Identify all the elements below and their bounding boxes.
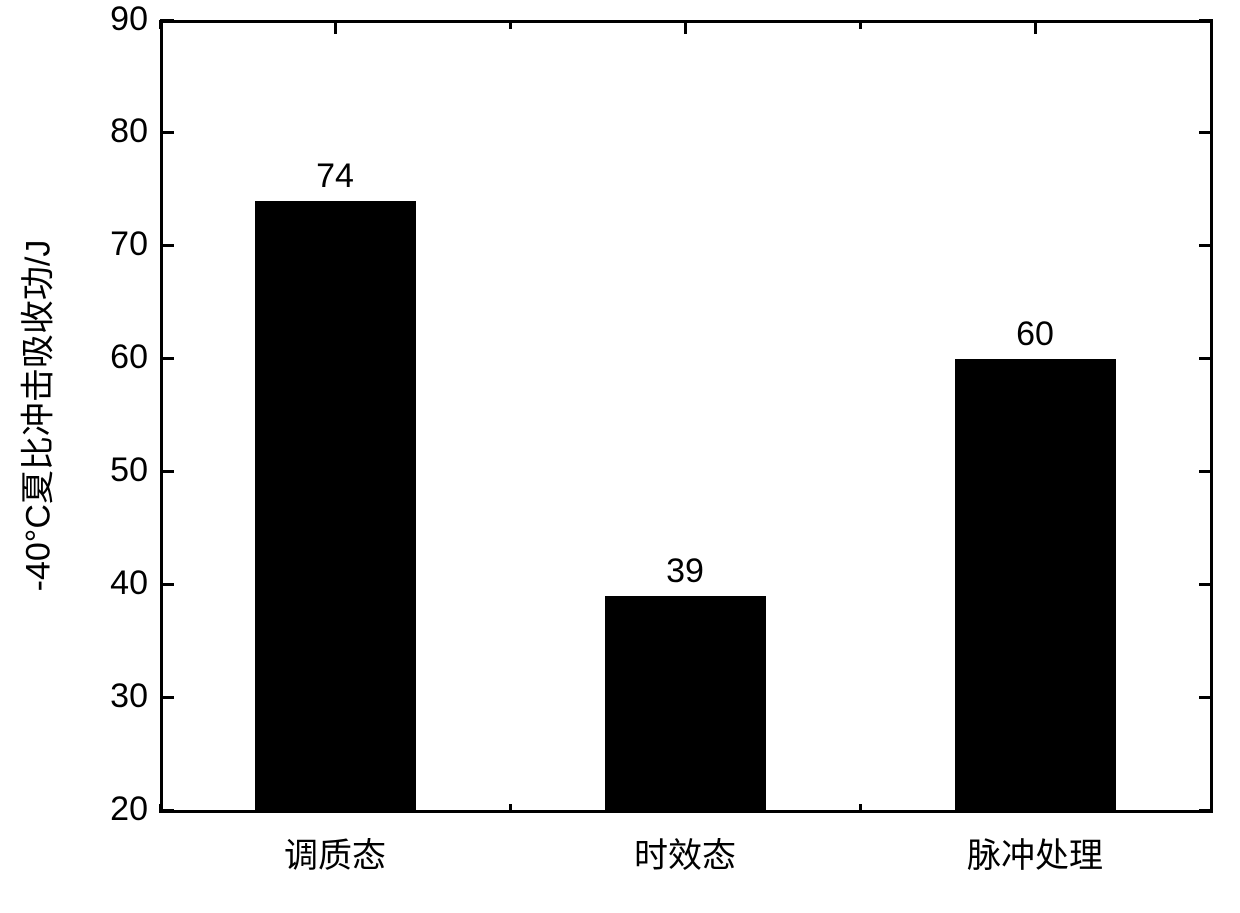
y-tick xyxy=(160,244,174,247)
y-tick-right xyxy=(1199,244,1213,247)
y-tick-label: 40 xyxy=(110,564,148,603)
y-tick-right xyxy=(1199,131,1213,134)
bar xyxy=(255,201,416,810)
x-tick-top xyxy=(1034,20,1037,34)
bar xyxy=(955,359,1116,810)
right-axis-line xyxy=(1210,20,1213,813)
y-axis-label: -40°C夏比冲击吸收功/J xyxy=(11,116,60,716)
bar-value-label: 60 xyxy=(955,315,1115,354)
x-minor-tick-top xyxy=(859,20,862,29)
x-tick-top xyxy=(684,20,687,34)
bar xyxy=(605,596,766,810)
bar-value-label: 74 xyxy=(255,157,415,196)
y-axis-line xyxy=(160,20,163,813)
y-tick-right xyxy=(1199,696,1213,699)
y-tick xyxy=(160,357,174,360)
bar-value-label: 39 xyxy=(605,552,765,591)
y-tick xyxy=(160,583,174,586)
y-tick xyxy=(160,470,174,473)
y-tick xyxy=(160,131,174,134)
bar-chart: 20 30 40 50 60 70 80 90 调质态 时效态 脉冲处理 74 39 60 -40°C夏比冲… xyxy=(0,0,1240,913)
y-tick-label: 30 xyxy=(110,677,148,716)
y-tick-right xyxy=(1199,19,1213,22)
y-tick-right xyxy=(1199,470,1213,473)
y-tick-label: 90 xyxy=(110,0,148,39)
x-category-label: 脉冲处理 xyxy=(885,828,1185,877)
x-minor-tick xyxy=(159,804,162,813)
x-minor-tick-top xyxy=(159,20,162,29)
y-tick-right xyxy=(1199,809,1213,812)
x-category-label: 时效态 xyxy=(535,828,835,877)
y-tick-label: 80 xyxy=(110,112,148,151)
y-tick-label: 70 xyxy=(110,225,148,264)
x-tick-top xyxy=(334,20,337,34)
x-minor-tick xyxy=(509,804,512,813)
y-tick-right xyxy=(1199,357,1213,360)
y-tick xyxy=(160,809,174,812)
y-tick-label: 50 xyxy=(110,451,148,490)
y-tick-label: 60 xyxy=(110,338,148,377)
x-category-label: 调质态 xyxy=(185,828,485,877)
y-tick xyxy=(160,696,174,699)
x-minor-tick-top xyxy=(509,20,512,29)
top-axis-line xyxy=(160,20,1213,23)
x-minor-tick xyxy=(859,804,862,813)
y-tick-right xyxy=(1199,583,1213,586)
y-tick xyxy=(160,19,174,22)
x-axis-line xyxy=(160,810,1213,813)
y-tick-label: 20 xyxy=(110,790,148,829)
